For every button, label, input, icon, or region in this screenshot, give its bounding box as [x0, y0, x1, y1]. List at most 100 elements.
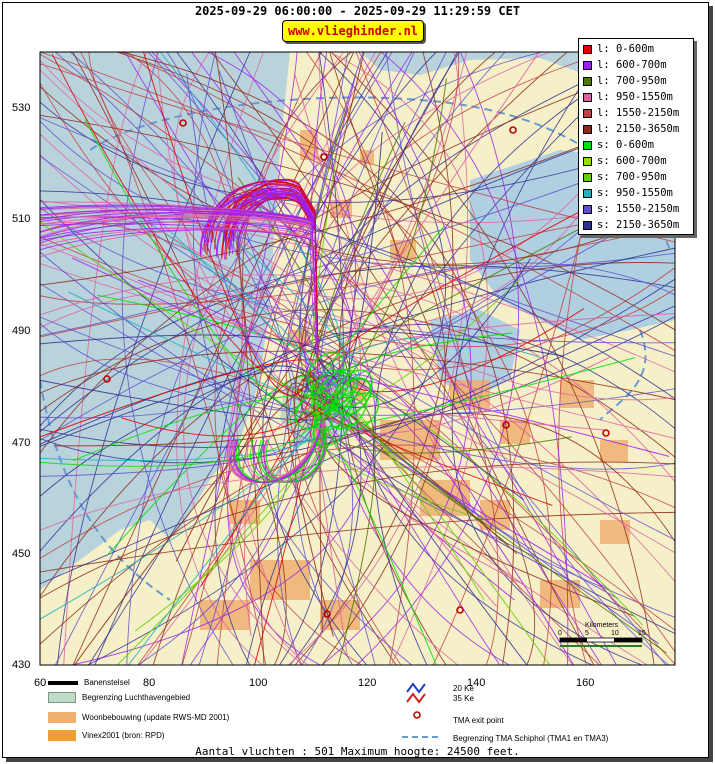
- flight-track: [221, 196, 319, 361]
- key-airport-boundary: Begrenzing Luchthavengebied: [48, 692, 190, 703]
- flight-track: [218, 70, 331, 403]
- legend-swatch: [583, 124, 592, 134]
- legend-entry: l: 700-950m: [583, 73, 693, 89]
- flight-track: [230, 184, 319, 361]
- scale-tick-5: 5: [585, 630, 589, 637]
- key-runways: Banenstelsel: [48, 678, 130, 687]
- flight-track: [40, 214, 319, 371]
- flight-track: [305, 52, 415, 665]
- flight-track: [40, 323, 675, 416]
- flight-track: [40, 444, 675, 559]
- land-west-coast: [40, 520, 170, 650]
- flight-track: [40, 305, 675, 585]
- flight-track: [40, 359, 334, 438]
- legend-entry: l: 600-700m: [583, 57, 693, 73]
- ke-contour-icon: [406, 682, 426, 704]
- flight-track: [120, 402, 327, 437]
- flight-track: [244, 406, 314, 637]
- legend-label: l: 950-1550m: [597, 91, 673, 103]
- flight-track: [40, 59, 675, 224]
- x-tick-160: 160: [576, 677, 595, 689]
- tma-exit-point: [502, 421, 510, 429]
- runway-swatch: [48, 680, 78, 685]
- flight-track: [214, 52, 388, 665]
- flight-track: [313, 381, 572, 454]
- flight-track: [40, 413, 322, 467]
- flight-track: [40, 370, 308, 448]
- flight-track: [181, 52, 298, 665]
- key-housing: Woonbebouwing (update RWS-MD 2001): [48, 712, 229, 723]
- flight-track: [341, 392, 380, 431]
- flight-track: [294, 391, 333, 430]
- flight-track: [147, 52, 667, 665]
- flight-track: [40, 117, 675, 357]
- flight-track: [339, 374, 493, 529]
- flight-track: [40, 247, 675, 497]
- key-tma-boundary: Begrenzing TMA Schiphol (TMA1 en TMA3): [453, 734, 609, 743]
- flight-track: [316, 371, 669, 457]
- flight-track: [40, 262, 675, 597]
- flight-track: [336, 393, 528, 665]
- flight-track: [40, 120, 675, 269]
- flight-track: [330, 52, 655, 665]
- x-tick-120: 120: [358, 677, 377, 689]
- flight-track: [288, 226, 445, 424]
- legend-label: s: 1550-2150m: [597, 203, 680, 215]
- scale-tick-0: 0: [558, 630, 562, 637]
- flight-track: [40, 208, 319, 371]
- legend-label: s: 700-950m: [597, 171, 667, 183]
- scale-tick-10: 10: [611, 630, 619, 637]
- flight-track: [242, 52, 397, 665]
- flight-tracks: [40, 52, 675, 665]
- flight-track: [40, 190, 675, 400]
- flight-track: [320, 368, 359, 407]
- key-runways-label: Banenstelsel: [84, 678, 130, 687]
- flight-track: [313, 357, 636, 428]
- flight-track: [40, 229, 319, 371]
- tma-boundary-icon: [402, 736, 438, 738]
- flight-track: [40, 211, 319, 371]
- flight-track: [310, 384, 551, 665]
- legend-swatch: [583, 172, 592, 182]
- flight-track: [355, 52, 499, 665]
- legend-swatch: [583, 44, 592, 54]
- flight-track: [88, 52, 600, 665]
- housing-swatch: [48, 712, 76, 723]
- summary-footer: Aantal vluchten : 501 Maximum hoogte: 24…: [195, 745, 520, 758]
- legend-label: l: 700-950m: [597, 75, 667, 87]
- flight-track: [119, 52, 552, 665]
- legend-label: l: 600-700m: [597, 59, 667, 71]
- legend-entry: s: 0-600m: [583, 137, 693, 153]
- legend-swatch: [583, 108, 592, 118]
- tma-exit-point: [320, 153, 328, 161]
- flight-track: [127, 396, 339, 665]
- flight-track: [40, 52, 675, 352]
- flight-track: [53, 387, 331, 447]
- flight-track: [294, 52, 454, 665]
- flight-track: [137, 279, 337, 387]
- flight-track: [134, 380, 319, 632]
- legend-label: s: 2150-3650m: [597, 219, 680, 231]
- flight-track: [322, 385, 605, 431]
- legend-swatch: [583, 60, 592, 70]
- flight-track: [40, 262, 675, 441]
- x-tick-80: 80: [143, 677, 156, 689]
- site-badge[interactable]: www.vlieghinder.nl: [282, 20, 424, 42]
- legend-entry: l: 950-1550m: [583, 89, 693, 105]
- flight-track: [94, 52, 437, 665]
- legend-label: l: 2150-3650m: [597, 123, 680, 135]
- flight-track: [40, 227, 319, 371]
- x-tick-100: 100: [249, 677, 268, 689]
- vinex-swatch: [48, 730, 76, 741]
- flight-track: [40, 324, 675, 552]
- flight-track: [40, 69, 675, 401]
- flight-track: [40, 207, 675, 344]
- key-35ke: 35 Ke: [453, 694, 474, 703]
- legend-entry: l: 1550-2150m: [583, 105, 693, 121]
- x-tick-60: 60: [34, 677, 47, 689]
- flight-track: [40, 114, 675, 331]
- flight-track: [322, 395, 525, 586]
- key-20ke: 20 Ke: [453, 684, 474, 693]
- flight-track: [40, 215, 319, 371]
